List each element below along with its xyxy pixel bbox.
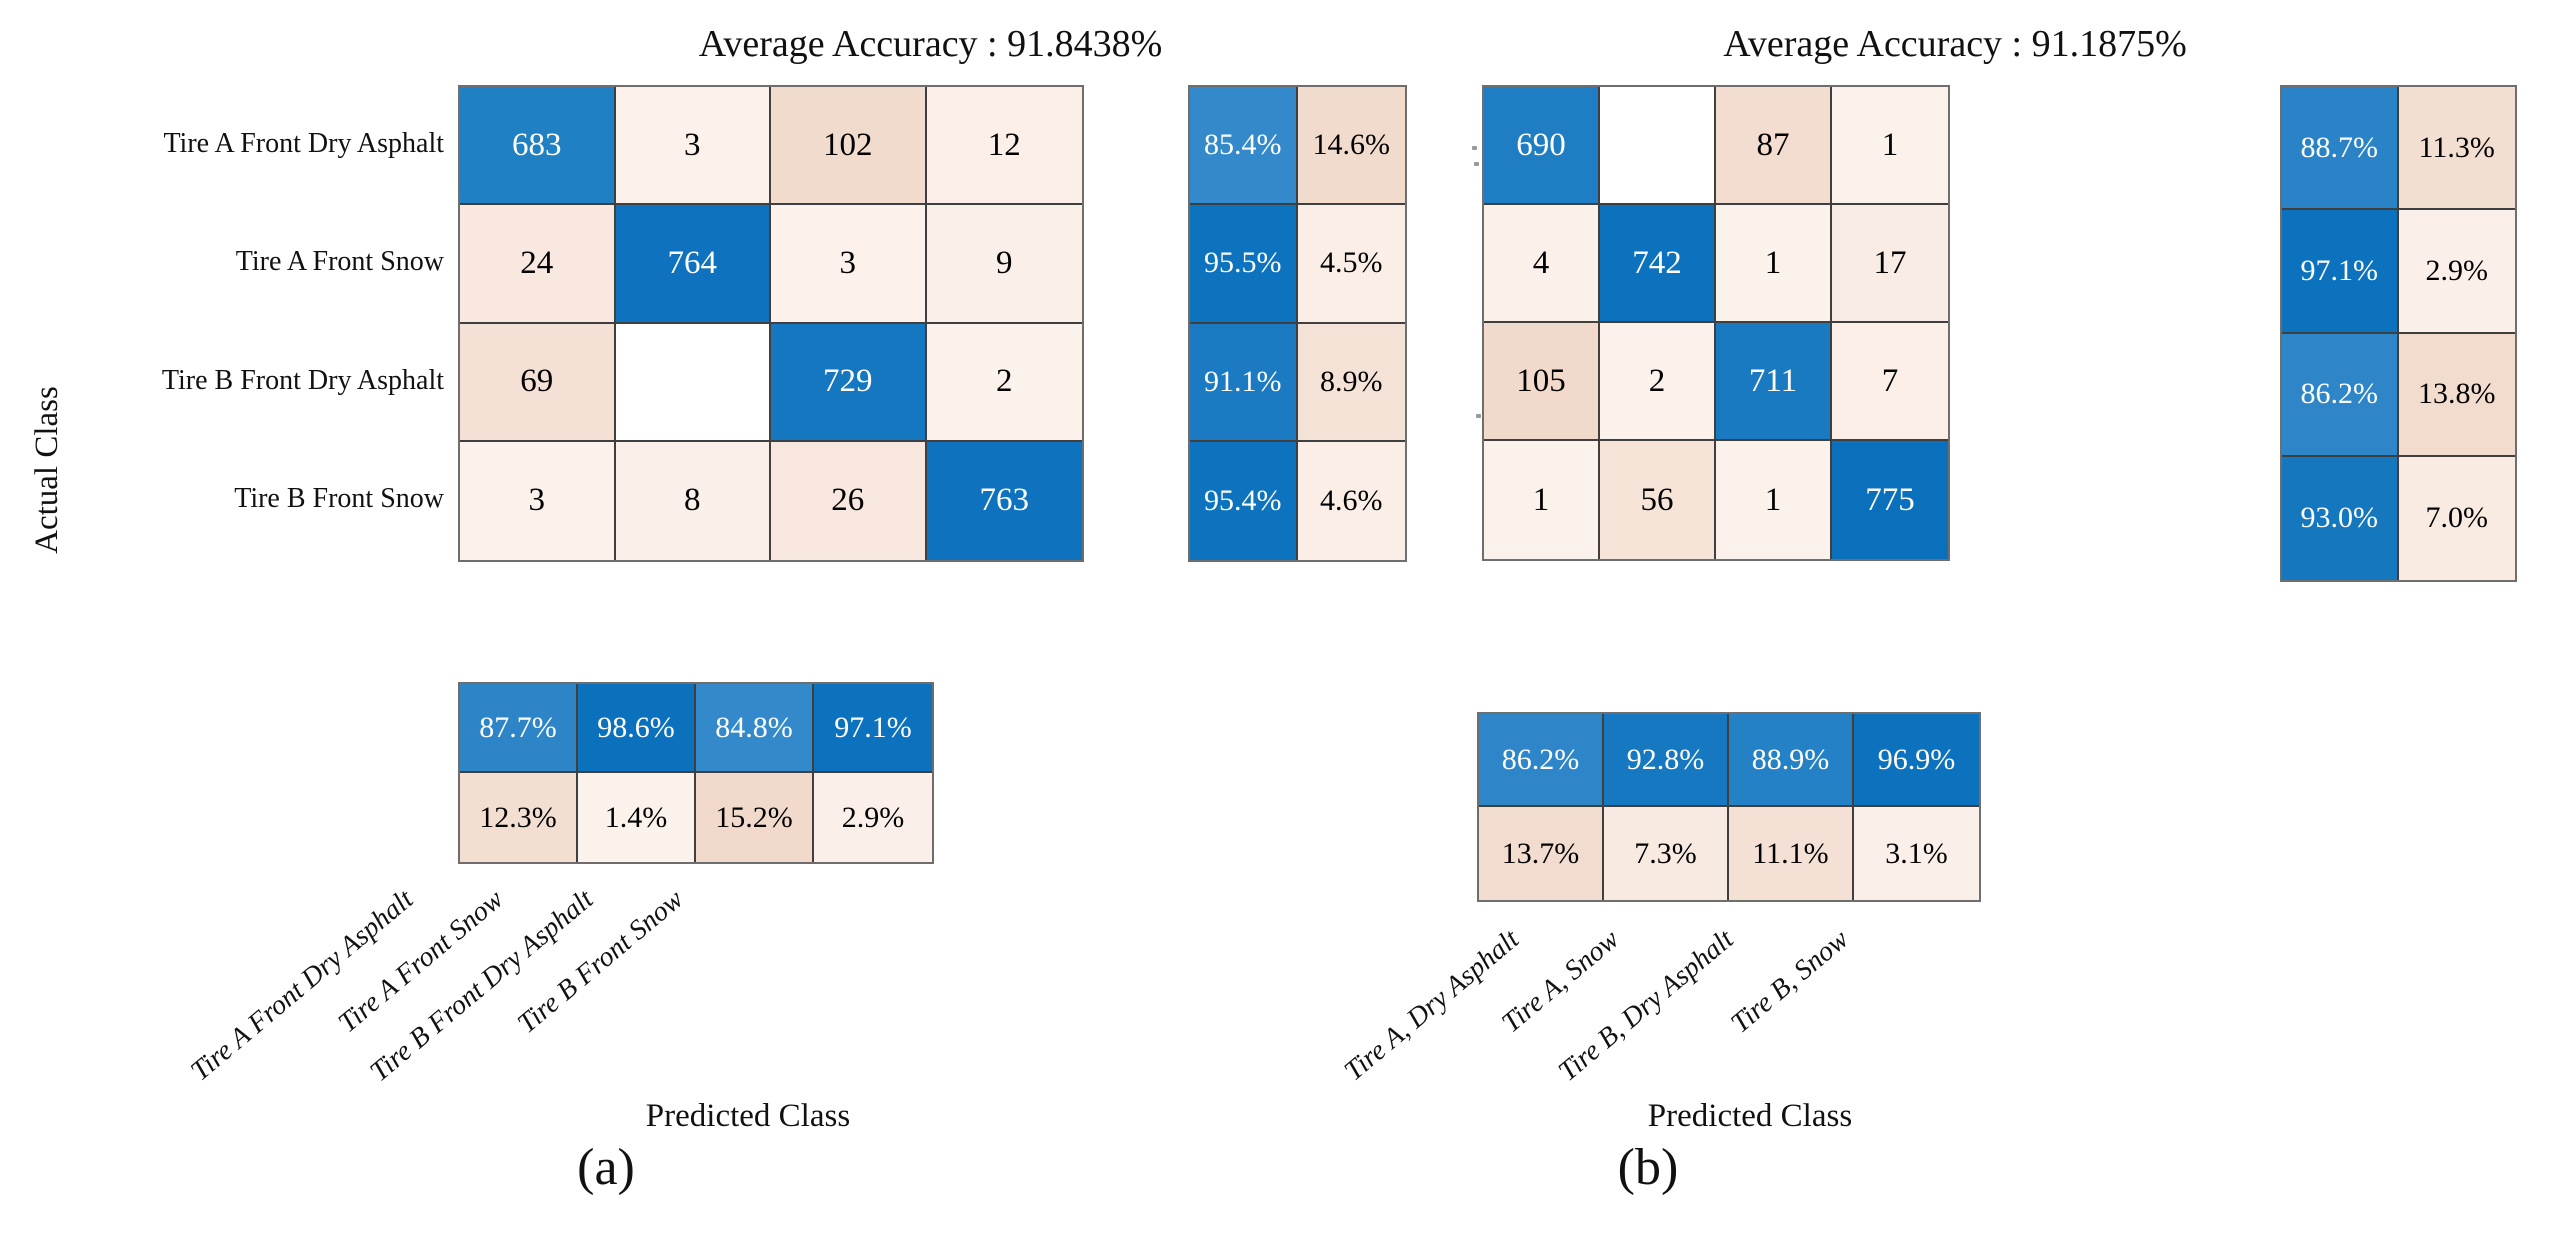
matrix-cell: 690 (1484, 87, 1600, 205)
matrix-cell: 4 (1484, 205, 1600, 323)
matrix-cell: 88.9% (1729, 714, 1854, 807)
matrix-cell: 763 (926, 441, 1082, 560)
x-tick-label: Tire B, Snow (1725, 923, 1855, 1040)
matrix-cell: 69 (460, 323, 616, 442)
matrix-cell: 17 (1832, 205, 1948, 323)
y-tick-label: Tire B Front Dry Asphalt (161, 364, 444, 396)
matrix-cell: 7.0% (2398, 456, 2515, 580)
matrix-cell: 1 (1484, 441, 1600, 559)
matrix-cell: 9 (926, 205, 1082, 324)
panel-b-caption: (b) (1617, 1139, 1679, 1196)
matrix-cell: 95.4% (1190, 441, 1298, 560)
matrix-cell: 2.9% (814, 773, 932, 862)
matrix-cell: 13.7% (1479, 807, 1604, 900)
matrix-cell (1600, 87, 1716, 205)
matrix-cell: 1 (1832, 87, 1948, 205)
matrix-cell: 84.8% (696, 684, 814, 773)
matrix-cell: 105 (1484, 323, 1600, 441)
matrix-cell: 8 (615, 441, 771, 560)
y-tick-label: Tire B Front Snow (234, 482, 444, 514)
panel-a-caption: (a) (577, 1139, 635, 1196)
matrix-cell: 711 (1716, 323, 1832, 441)
matrix-cell: 2 (926, 323, 1082, 442)
column-summary-a: 87.7% 98.6% 84.8% 97.1% 12.3% 1.4% 15.2% 2.9% (458, 682, 934, 864)
matrix-cell: 11.3% (2398, 87, 2515, 211)
matrix-cell: 87.7% (460, 684, 578, 773)
matrix-cell: 86.2% (1479, 714, 1604, 807)
stray-mark (1472, 146, 1477, 150)
matrix-cell: 12 (926, 87, 1082, 206)
matrix-cell: 4.6% (1297, 441, 1405, 560)
chart-b-title: Average Accuracy : 91.1875% (1723, 23, 2187, 65)
matrix-cell: 15.2% (696, 773, 814, 862)
matrix-cell: 24 (460, 205, 616, 324)
matrix-cell: 97.1% (2282, 210, 2399, 334)
stray-mark (1476, 414, 1481, 418)
matrix-cell: 1.4% (578, 773, 696, 862)
chart-a-ytick-labels: Tire A Front Dry Asphalt Tire A Front Sno… (20, 85, 444, 558)
matrix-cell: 88.7% (2282, 87, 2399, 211)
matrix-cell: 91.1% (1190, 323, 1298, 442)
matrix-cell: 3 (615, 87, 771, 206)
matrix-cell: 742 (1600, 205, 1716, 323)
confusion-matrix-b: 690 87 1 4 742 1 17 105 2 711 7 1 56 1 775 (1482, 85, 1950, 561)
matrix-cell: 7.3% (1604, 807, 1729, 900)
matrix-cell: 1 (1716, 441, 1832, 559)
matrix-cell: 93.0% (2282, 456, 2399, 580)
row-summary-a: 85.4% 14.6% 95.5% 4.5% 91.1% 8.9% 95.4% 4.6% (1188, 85, 1407, 562)
chart-a-x-axis-label: Predicted Class (645, 1098, 851, 1134)
y-tick-label: Tire A Front Snow (235, 246, 444, 278)
matrix-cell: 683 (460, 87, 616, 206)
matrix-cell: 92.8% (1604, 714, 1729, 807)
stray-mark (1474, 162, 1479, 166)
matrix-cell: 764 (615, 205, 771, 324)
matrix-cell (615, 323, 771, 442)
matrix-cell: 7 (1832, 323, 1948, 441)
matrix-cell: 775 (1832, 441, 1948, 559)
matrix-cell: 3 (460, 441, 616, 560)
matrix-cell: 8.9% (1297, 323, 1405, 442)
matrix-cell: 729 (771, 323, 927, 442)
matrix-cell: 85.4% (1190, 87, 1298, 206)
matrix-cell: 95.5% (1190, 205, 1298, 324)
matrix-cell: 12.3% (460, 773, 578, 862)
matrix-cell: 11.1% (1729, 807, 1854, 900)
confusion-matrix-a: 683 3 102 12 24 764 3 9 69 729 2 3 8 26 763 (458, 85, 1084, 562)
matrix-cell: 13.8% (2398, 333, 2515, 457)
matrix-cell: 97.1% (814, 684, 932, 773)
matrix-cell: 56 (1600, 441, 1716, 559)
matrix-cell: 87 (1716, 87, 1832, 205)
matrix-cell: 102 (771, 87, 927, 206)
matrix-cell: 98.6% (578, 684, 696, 773)
matrix-cell: 96.9% (1854, 714, 1979, 807)
matrix-cell: 1 (1716, 205, 1832, 323)
matrix-cell: 4.5% (1297, 205, 1405, 324)
row-summary-b: 88.7% 11.3% 97.1% 2.9% 86.2% 13.8% 93.0% 7.0% (2280, 85, 2517, 582)
matrix-cell: 2.9% (2398, 210, 2515, 334)
matrix-cell: 3 (771, 205, 927, 324)
matrix-cell: 26 (771, 441, 927, 560)
matrix-cell: 86.2% (2282, 333, 2399, 457)
column-summary-b: 86.2% 92.8% 88.9% 96.9% 13.7% 7.3% 11.1% 3.1% (1477, 712, 1981, 902)
matrix-cell: 14.6% (1297, 87, 1405, 206)
chart-a-title: Average Accuracy : 91.8438% (698, 23, 1163, 65)
matrix-cell: 3.1% (1854, 807, 1979, 900)
y-tick-label: Tire A Front Dry Asphalt (163, 128, 444, 160)
chart-b-x-axis-label: Predicted Class (1647, 1098, 1853, 1134)
matrix-cell: 2 (1600, 323, 1716, 441)
